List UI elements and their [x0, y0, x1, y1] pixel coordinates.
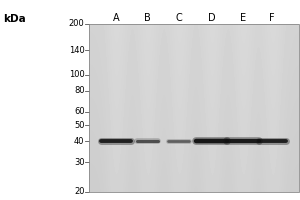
- Text: E: E: [240, 13, 246, 23]
- Text: 20: 20: [74, 188, 85, 196]
- Text: 40: 40: [74, 137, 85, 146]
- Text: A: A: [112, 13, 119, 23]
- Text: 50: 50: [74, 121, 85, 130]
- Text: F: F: [269, 13, 275, 23]
- Text: 200: 200: [69, 20, 85, 28]
- Text: 140: 140: [69, 46, 85, 55]
- Text: 100: 100: [69, 70, 85, 79]
- Text: B: B: [144, 13, 151, 23]
- Text: 80: 80: [74, 86, 85, 95]
- Text: kDa: kDa: [3, 14, 26, 24]
- Text: 30: 30: [74, 158, 85, 167]
- Text: D: D: [208, 13, 215, 23]
- Text: 60: 60: [74, 107, 85, 116]
- Text: C: C: [176, 13, 182, 23]
